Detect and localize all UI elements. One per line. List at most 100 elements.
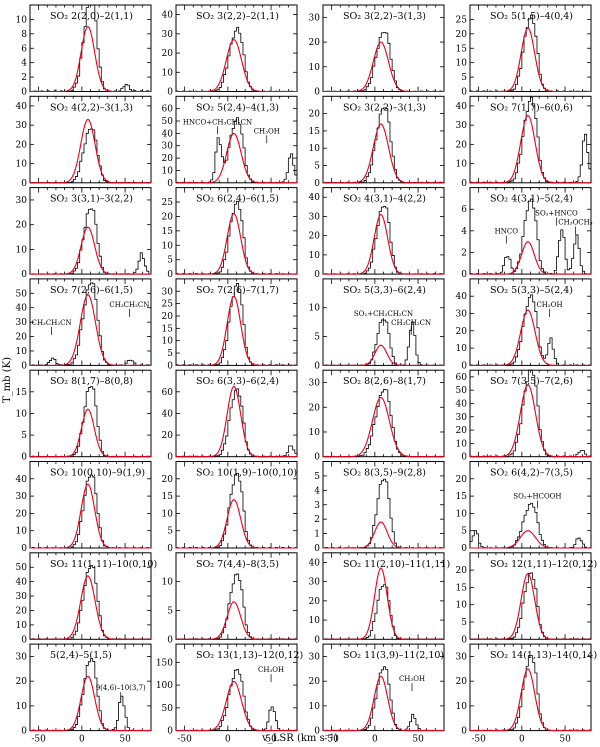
observed-spectrum <box>470 572 592 640</box>
y-tick-label: 20 <box>16 333 28 343</box>
y-tick-label: 0 <box>21 88 27 98</box>
panel-title: SO₂ 3(2,2)–3(1,3) <box>343 102 426 113</box>
x-tick-label: -50 <box>324 735 339 745</box>
panel-title: 5(2,4)–5(1,5) <box>50 650 112 661</box>
model-spectrum <box>30 118 151 184</box>
spectrum-panel: 0 20 40 60 SO₂ 6(3,3)–6(2,4) <box>162 369 298 463</box>
x-axis-label: v_LSR (km s⁻¹) <box>261 733 338 744</box>
y-tick-label: 0 <box>167 544 173 554</box>
y-tick-label: 30 <box>162 287 174 297</box>
y-tick-label: 15 <box>162 492 174 502</box>
y-tick-label: 2 <box>461 248 467 258</box>
y-tick-label: 5 <box>167 606 173 616</box>
y-tick-label: 0 <box>314 544 320 554</box>
y-tick-label: 30 <box>16 318 28 328</box>
panel-title: SO₂ 3(2,2)–3(1,3) <box>343 11 426 22</box>
x-tick-label: 50 <box>559 735 571 745</box>
y-tick-label: 60 <box>162 105 174 115</box>
panel-title: SO₂ 6(2,4)–6(1,5) <box>196 194 279 205</box>
y-tick-label: 10 <box>456 160 468 170</box>
spectrum-panel: 0 10 20 30 40 SO₂ 4(2,2)–3(1,3) <box>16 95 152 189</box>
line-annotation: CH₃OCH₃ <box>558 219 592 227</box>
y-tick-label: 10 <box>309 616 321 626</box>
y-tick-label: 20 <box>456 677 468 687</box>
panel-title: SO₂ 7(2,6)–6(1,5) <box>50 285 133 296</box>
y-tick-label: 20 <box>16 221 28 231</box>
panel-title: SO₂ 4(2,2)–3(1,3) <box>50 102 133 113</box>
y-tick-label: 0 <box>461 453 467 463</box>
y-tick-label: 20 <box>309 110 321 120</box>
y-tick-label: 10 <box>162 337 174 347</box>
y-tick-label: 20 <box>456 475 468 485</box>
y-tick-label: 30 <box>16 121 28 131</box>
y-tick-label: 30 <box>309 212 321 222</box>
x-tick-label: -50 <box>177 735 192 745</box>
y-tick-label: 10 <box>16 527 28 537</box>
y-tick-label: 20 <box>162 475 174 485</box>
spectrum-panel: 0 10 20 30 40 SO₂ 4(3,1)–4(2,2) <box>309 187 445 280</box>
y-tick-label: 20 <box>456 327 468 337</box>
y-tick-label: 40 <box>16 578 28 588</box>
observed-spectrum <box>323 107 444 184</box>
y-tick-label: 15 <box>456 492 468 502</box>
y-tick-label: 60 <box>162 388 174 398</box>
model-spectrum <box>470 530 591 549</box>
panel-title: SO₂ 14(1,13)–14(0,14) <box>490 650 597 661</box>
y-tick-label: 20 <box>456 426 468 436</box>
spectrum-panel: 0 5 10 15 20 25 SO₂ 5(1,5)–4(0,4) <box>456 4 592 98</box>
y-tick-label: 15 <box>162 324 174 334</box>
y-tick-label: 15 <box>162 227 174 237</box>
spectrum-panel: 0 5 10 15 20 25 SO₂ 6(2,4)–6(1,5) <box>162 187 298 280</box>
y-tick-label: 10 <box>162 68 174 78</box>
model-spectrum <box>30 294 151 366</box>
y-tick-label: 0 <box>167 453 173 463</box>
y-tick-label: 40 <box>162 11 174 21</box>
spectrum-panel: 0 2 4 6 SO₂ 4(3,1)–5(2,4) <box>461 187 592 280</box>
y-tick-label: 100 <box>156 681 173 691</box>
model-spectrum <box>470 384 591 458</box>
observed-spectrum <box>470 655 592 731</box>
panel-title: SO₂ 8(3,5)–9(2,8) <box>343 468 426 479</box>
line-annotation: SO₂+CH₃CH₂CN <box>354 310 413 318</box>
y-tick-label: 40 <box>162 409 174 419</box>
y-tick-label: 30 <box>16 592 28 602</box>
model-spectrum <box>30 226 151 275</box>
model-spectrum <box>176 295 297 366</box>
model-spectrum <box>176 212 297 275</box>
line-annotation: SO₂+HNCO <box>535 210 578 218</box>
y-tick-label: 40 <box>456 292 468 302</box>
model-spectrum <box>323 344 444 366</box>
observed-spectrum <box>323 32 444 92</box>
observed-spectrum <box>176 472 298 549</box>
spectrum-panel: 0 10 20 30 40 SO₂ 5(3,3)–5(2,4) <box>456 278 592 371</box>
model-spectrum <box>176 132 297 184</box>
y-tick-label: 10 <box>456 439 468 449</box>
y-tick-label: 40 <box>309 193 321 203</box>
y-tick-label: 20 <box>309 232 321 242</box>
model-spectrum <box>470 309 591 366</box>
y-tick-label: 5 <box>167 349 173 359</box>
y-tick-label: 30 <box>16 652 28 662</box>
y-tick-label: 5 <box>314 162 320 172</box>
y-tick-label: 10 <box>16 409 28 419</box>
panel-title: SO₂ 12(1,11)–12(0,12) <box>490 559 597 570</box>
spectrum-panel: 0 10 20 30 40 50 SO₂ 7(2,6)–6(1,5) <box>16 278 152 371</box>
y-tick-label: 0 <box>461 635 467 645</box>
y-tick-label: 20 <box>16 677 28 687</box>
observed-spectrum <box>176 388 298 458</box>
line-annotation: CH₃CH₂CN <box>109 301 149 309</box>
y-tick-label: 30 <box>309 652 321 662</box>
y-tick-label: 10 <box>16 621 28 631</box>
spectrum-panel: 0 10 20 30 40 50 SO₂ 11(1,11)–10(0,10) <box>16 552 157 645</box>
model-spectrum <box>323 675 444 732</box>
model-spectrum <box>30 408 151 458</box>
y-tick-label: 10 <box>309 702 321 712</box>
y-tick-label: 0 <box>314 361 320 371</box>
observed-spectrum <box>323 206 444 275</box>
panel-title: SO₂ 5(1,5)–4(0,4) <box>490 11 573 22</box>
y-tick-label: 15 <box>456 583 468 593</box>
model-spectrum <box>176 385 297 458</box>
observed-spectrum <box>30 282 151 366</box>
panel-title: SO₂ 4(3,1)–4(2,2) <box>343 194 426 205</box>
y-tick-label: 0 <box>21 544 27 554</box>
